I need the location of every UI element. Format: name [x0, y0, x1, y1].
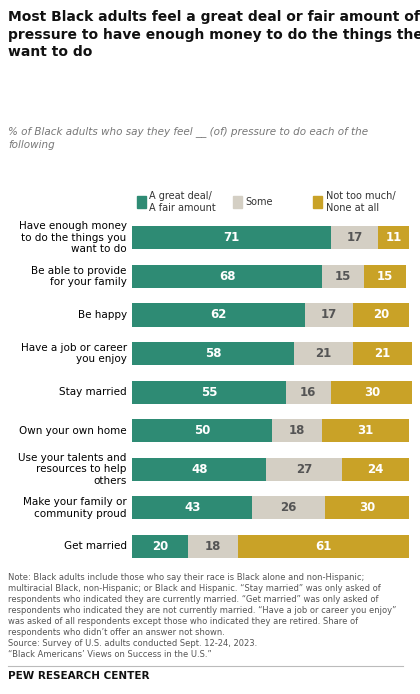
Text: 62: 62 [211, 309, 227, 321]
Bar [132, 496, 252, 519]
Text: 27: 27 [296, 463, 312, 475]
Text: 20: 20 [373, 309, 389, 321]
Text: 30: 30 [365, 386, 381, 398]
Bar [188, 535, 239, 558]
Bar [342, 457, 409, 481]
Text: 68: 68 [219, 270, 236, 283]
Bar [132, 303, 305, 327]
Bar [322, 265, 364, 288]
Bar [305, 303, 353, 327]
Text: 18: 18 [205, 540, 221, 553]
Text: 21: 21 [315, 347, 332, 360]
Text: 48: 48 [191, 463, 207, 475]
Bar [331, 226, 378, 249]
Text: Note: Black adults include those who say their race is Black alone and non-Hispa: Note: Black adults include those who say… [8, 573, 397, 659]
Text: 17: 17 [321, 309, 337, 321]
Text: 61: 61 [315, 540, 332, 553]
Bar [364, 265, 406, 288]
Bar [132, 380, 286, 404]
Text: 55: 55 [201, 386, 218, 398]
Bar [353, 342, 412, 365]
Text: 50: 50 [194, 424, 210, 437]
Text: 31: 31 [357, 424, 374, 437]
Bar [322, 419, 409, 442]
Text: 11: 11 [385, 231, 402, 244]
Bar [272, 419, 322, 442]
Text: PEW RESEARCH CENTER: PEW RESEARCH CENTER [8, 671, 150, 681]
Bar [239, 535, 409, 558]
Text: 20: 20 [152, 540, 168, 553]
Bar [353, 303, 409, 327]
Text: 24: 24 [367, 463, 383, 475]
Bar [132, 457, 266, 481]
Bar [132, 419, 272, 442]
Text: 17: 17 [346, 231, 362, 244]
Text: Most Black adults feel a great deal or fair amount of
pressure to have enough mo: Most Black adults feel a great deal or f… [8, 10, 420, 59]
Text: 15: 15 [335, 270, 352, 283]
Bar [132, 342, 294, 365]
Bar [266, 457, 342, 481]
Bar [132, 265, 322, 288]
Text: 15: 15 [377, 270, 393, 283]
Text: 30: 30 [359, 501, 375, 514]
Text: A great deal/
A fair amount: A great deal/ A fair amount [149, 191, 216, 213]
Text: Not too much/
None at all: Not too much/ None at all [326, 191, 395, 213]
Text: 21: 21 [374, 347, 391, 360]
Bar [331, 380, 415, 404]
Text: 71: 71 [223, 231, 239, 244]
Text: 18: 18 [289, 424, 305, 437]
Bar [132, 535, 188, 558]
Text: Some: Some [246, 197, 273, 207]
Text: 16: 16 [300, 386, 316, 398]
Text: 26: 26 [281, 501, 297, 514]
Text: 43: 43 [184, 501, 200, 514]
Bar [252, 496, 325, 519]
Bar [294, 342, 353, 365]
Bar [286, 380, 331, 404]
Bar [378, 226, 409, 249]
Text: % of Black adults who say they feel __ (of) pressure to do each of the
following: % of Black adults who say they feel __ (… [8, 126, 368, 150]
Bar [132, 226, 331, 249]
Text: 58: 58 [205, 347, 221, 360]
Bar [325, 496, 409, 519]
